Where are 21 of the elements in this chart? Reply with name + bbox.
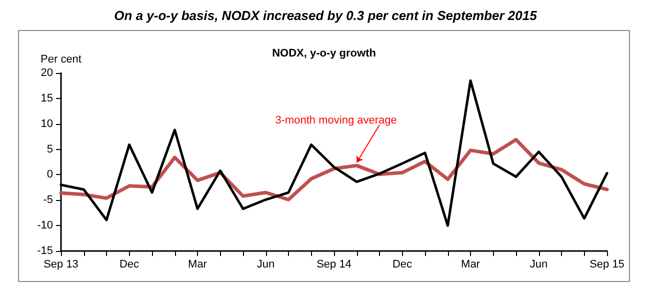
y-axis-title: Per cent [40, 54, 82, 66]
x-tick-label: Dec [119, 258, 140, 270]
y-tick-label: 0 [46, 168, 53, 181]
x-tick-label: Sep 13 [44, 258, 78, 270]
x-tick-label: Jun [530, 258, 548, 270]
x-tick-label: Sep 14 [316, 258, 352, 270]
x-tick-label: Mar [461, 258, 480, 270]
y-tick-label: 20 [40, 67, 53, 79]
x-tick-label: Jun [256, 258, 275, 270]
chart-subtitle: NODX, y-o-y growth [272, 48, 376, 60]
x-tick-label: Mar [188, 258, 208, 270]
y-tick-label: 5 [46, 143, 53, 156]
x-tick-label: Sep 15 [590, 258, 624, 270]
y-tick-label: 15 [40, 92, 53, 104]
text: 3-month moving average [275, 114, 397, 126]
y-tick-label: -5 [43, 194, 53, 206]
y-tick-label: 10 [40, 118, 53, 130]
chart-title: On a y-o-y basis, NODX increased by 0.3 per cent in September 2015 [113, 8, 538, 25]
y-tick-label: -15 [37, 245, 53, 257]
y-tick-label: -10 [37, 220, 53, 232]
x-tick-label: Dec [392, 258, 413, 270]
